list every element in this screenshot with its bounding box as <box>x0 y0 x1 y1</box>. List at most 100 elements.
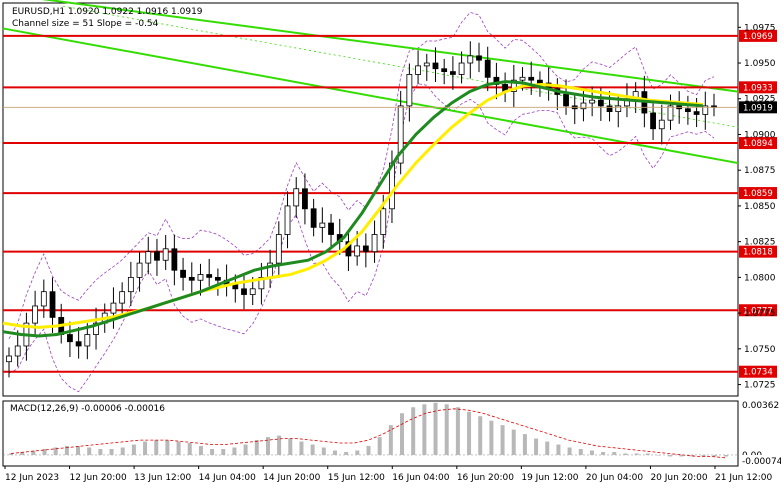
candle-body <box>188 276 195 281</box>
macd-hist-bar <box>355 450 360 455</box>
x-tick-label: 12 Jun 20:00 <box>70 473 127 483</box>
y-tick-label: 1.0825 <box>744 238 776 248</box>
macd-hist-bar <box>131 444 136 455</box>
candle-body <box>423 62 430 67</box>
macd-hist-bar <box>612 451 617 455</box>
macd-panel[interactable] <box>2 400 739 467</box>
macd-hist-bar <box>623 453 628 455</box>
candle-body <box>258 276 265 290</box>
time-axis: 12 Jun 2023 12 Jun 20:00 13 Jun 12:00 14 Ju… <box>4 466 772 483</box>
macd-hist-bar <box>511 429 516 455</box>
candle-body <box>658 119 665 130</box>
x-tick-label: 20 Jun 04:00 <box>586 473 643 483</box>
level-tag-1.0818: 1.0818 <box>743 248 773 258</box>
level-tag-1.0777: 1.0777 <box>743 306 773 316</box>
price-panel[interactable] <box>2 0 739 397</box>
y-tick-label: 1.0725 <box>744 381 776 391</box>
macd-hist-bar <box>567 447 572 455</box>
macd-hist-bar <box>42 449 47 455</box>
channel-lower-line <box>2 27 739 165</box>
macd-hist-bar <box>53 447 58 455</box>
macd-hist-bar <box>76 446 81 455</box>
candle-body <box>293 188 300 207</box>
candle-body <box>667 105 674 121</box>
candle-body <box>519 76 526 81</box>
candle-body <box>310 208 317 228</box>
macd-hist-bar <box>522 434 527 455</box>
candle-body <box>371 234 378 253</box>
y-tick-label: 1.0850 <box>744 202 776 212</box>
x-tick-label: 21 Jun 12:00 <box>715 473 772 483</box>
candle-body <box>93 322 99 335</box>
current-price-tag-bg <box>739 101 777 114</box>
macd-hist-bar <box>500 425 505 455</box>
macd-hist-bar <box>411 407 416 455</box>
macd-hist-bar <box>444 404 449 455</box>
level-tag-1.0734: 1.0734 <box>743 368 773 378</box>
candle-body <box>597 99 604 107</box>
current-price-tag: 1.0919 <box>743 103 773 113</box>
macd-hist-bar <box>366 446 371 455</box>
x-tick-label: 16 Jun 20:00 <box>457 473 514 483</box>
macd-hist-bar <box>9 453 13 455</box>
candle-body <box>84 334 91 347</box>
macd-hist-bar <box>578 449 583 455</box>
macd-hist-bar <box>109 449 114 455</box>
macd-hist-bar <box>176 441 181 455</box>
candle-body <box>397 105 404 164</box>
macd-hist-bar <box>344 451 349 455</box>
level-tag-bg <box>739 29 777 42</box>
macd-hist-bar <box>254 440 259 455</box>
macd-hist-bar <box>701 454 706 457</box>
candle-body <box>589 99 596 104</box>
candle-body <box>119 291 126 304</box>
candle-body <box>241 288 247 295</box>
x-tick-label: 19 Jun 12:00 <box>521 473 578 483</box>
candle-body <box>75 341 82 347</box>
macd-hist-bar <box>120 447 125 455</box>
candle-body <box>249 288 256 295</box>
price-frame <box>2 2 739 397</box>
bollinger-upper <box>8 11 715 339</box>
macd-hist-bar <box>210 449 215 455</box>
x-tick-label: 16 Jun 04:00 <box>392 473 449 483</box>
macd-hist-bar <box>634 453 639 455</box>
candle-body <box>214 276 221 281</box>
candle-body <box>415 65 421 75</box>
candle-body <box>537 79 543 84</box>
macd-hist-bar <box>712 454 717 457</box>
candle-body <box>449 71 456 75</box>
y-tick-label: 1.0775 <box>744 309 776 319</box>
candle-body <box>162 248 169 261</box>
level-tag-bg <box>739 365 777 378</box>
level-tag-1.0933: 1.0933 <box>743 83 773 93</box>
macd-hist-bar <box>601 451 606 455</box>
macd-hist-bar <box>556 444 561 455</box>
candle-body <box>580 102 587 110</box>
candle-body <box>467 55 474 64</box>
candle-body <box>476 55 482 61</box>
candle-body <box>171 248 178 271</box>
level-tag-1.0859: 1.0859 <box>743 189 773 199</box>
price-axis: 1.09691.09331.08941.08591.08181.07771.07… <box>738 23 781 467</box>
macd-hist-bar <box>489 420 494 455</box>
header-channel-line: Channel size = 51 Slope = -0.54 <box>12 19 159 29</box>
candle-body <box>40 291 47 307</box>
candle-body <box>563 94 569 107</box>
candle-body <box>206 274 213 278</box>
macd-hist-bar <box>455 407 460 455</box>
candle-body <box>693 111 700 115</box>
candle-body <box>684 108 691 113</box>
macd-hist-bar <box>198 446 203 455</box>
candle-body <box>702 105 709 115</box>
candle-body <box>528 76 535 81</box>
y-tick-label: 1.0900 <box>744 130 776 140</box>
macd-hist-bar <box>388 425 393 455</box>
x-tick-label: 13 Jun 12:00 <box>134 473 191 483</box>
macd-hist-bar <box>299 441 304 455</box>
ma-fast-line <box>2 80 704 338</box>
candle-body <box>510 79 517 93</box>
bollinger-lower <box>8 83 715 393</box>
level-tag-bg <box>739 81 777 94</box>
